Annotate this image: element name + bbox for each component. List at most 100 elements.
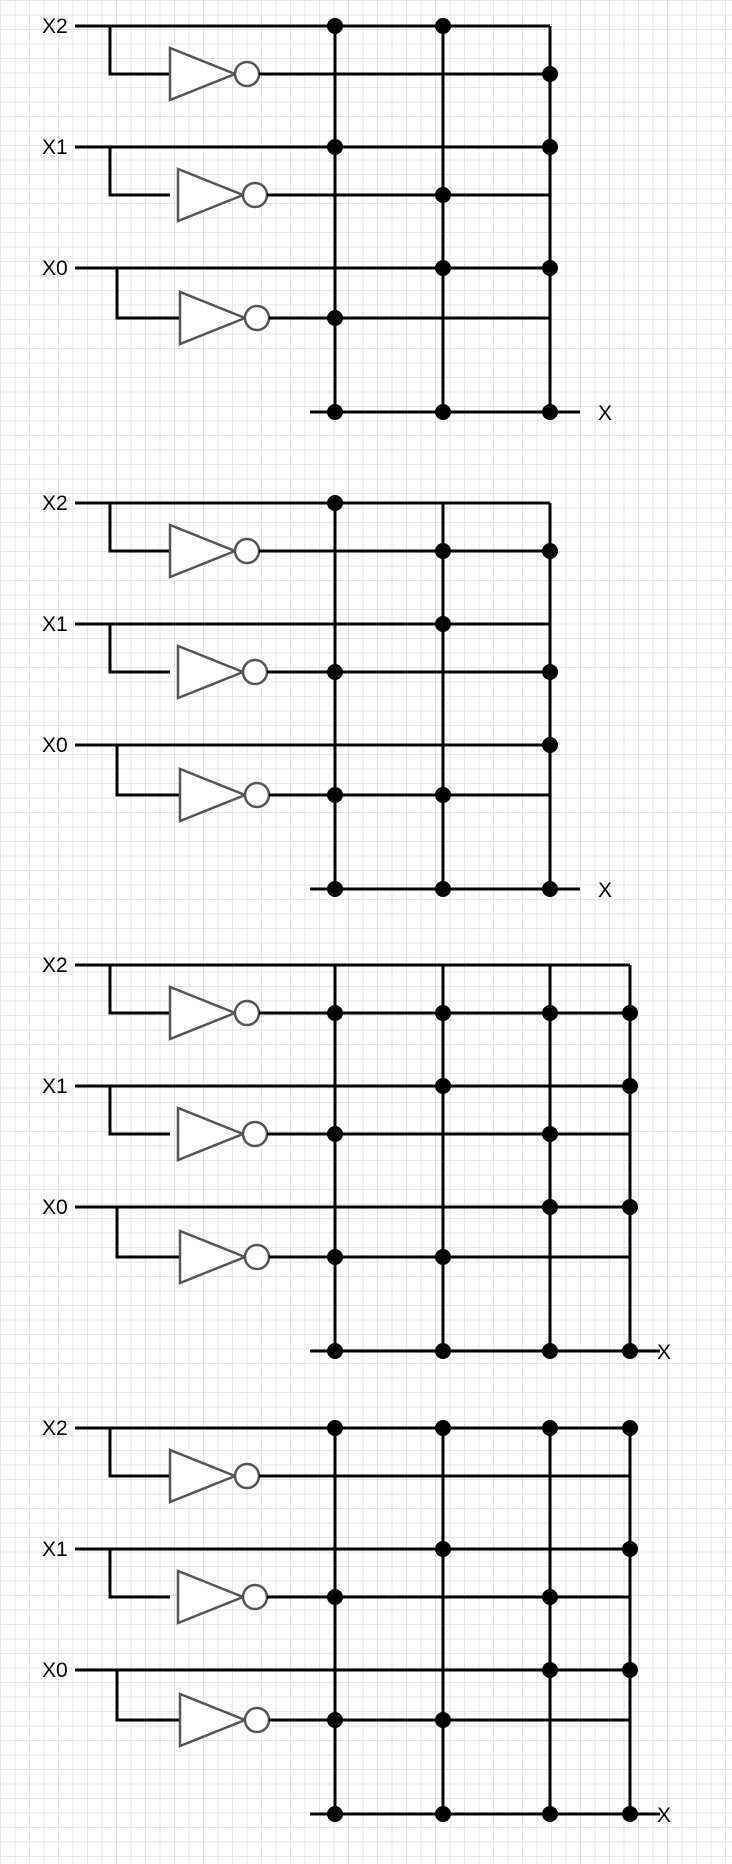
output-label: X <box>657 1341 671 1364</box>
not-gate-icon <box>178 1229 271 1285</box>
output-junction-dot <box>435 404 451 420</box>
connection-dot <box>327 1249 343 1265</box>
output-junction-dot <box>542 1806 558 1822</box>
connection-dot <box>327 1589 343 1605</box>
input-label: X1 <box>42 1075 68 1098</box>
connection-dot <box>622 1199 638 1215</box>
input-label: X2 <box>42 15 68 38</box>
output-junction-dot <box>327 1806 343 1822</box>
not-gate-icon <box>168 523 261 579</box>
output-junction-dot <box>622 1343 638 1359</box>
connection-dot <box>327 787 343 803</box>
output-label: X <box>657 1804 671 1827</box>
not-gate-icon <box>176 644 269 700</box>
connection-dot <box>327 1420 343 1436</box>
connection-dot <box>435 1712 451 1728</box>
connection-dot <box>542 260 558 276</box>
connection-dot <box>542 66 558 82</box>
inverter-branch-wire <box>108 1086 170 1136</box>
inverter-branch-wire <box>108 503 170 553</box>
input-label: X1 <box>42 1538 68 1561</box>
not-gate-icon <box>178 1692 271 1748</box>
input-label: X1 <box>42 136 68 159</box>
output-junction-dot <box>542 881 558 897</box>
connection-dot <box>327 1005 343 1021</box>
input-label: X1 <box>42 613 68 636</box>
not-gate-icon <box>168 985 261 1041</box>
connection-dot <box>435 18 451 34</box>
input-label: X0 <box>42 1196 68 1219</box>
output-label: X <box>598 879 612 902</box>
connection-dot <box>435 1005 451 1021</box>
not-gate-icon <box>168 1448 261 1504</box>
not-gate-icon <box>176 1106 269 1162</box>
inverter-branch-wire <box>115 1670 180 1722</box>
output-junction-dot <box>327 1343 343 1359</box>
inverter-branch-wire <box>115 268 180 320</box>
connection-dot <box>542 737 558 753</box>
input-label: X2 <box>42 1417 68 1440</box>
input-label: X0 <box>42 1659 68 1682</box>
not-gate-icon <box>176 1569 269 1625</box>
not-gate-icon <box>168 46 261 102</box>
input-label: X0 <box>42 734 68 757</box>
connection-dot <box>542 1420 558 1436</box>
connection-dot <box>435 1420 451 1436</box>
connection-dot <box>327 495 343 511</box>
connection-dot <box>327 1126 343 1142</box>
inverter-branch-wire <box>108 965 170 1015</box>
connection-dot <box>327 18 343 34</box>
circuit-panel: X2 X1 X0 X <box>42 954 671 1364</box>
connection-dot <box>542 664 558 680</box>
inverter-branch-wire <box>108 26 170 76</box>
connection-dot <box>435 260 451 276</box>
connection-dot <box>542 543 558 559</box>
connection-dot <box>542 1005 558 1021</box>
connection-dot <box>542 139 558 155</box>
inverter-branch-wire <box>108 1428 170 1478</box>
connection-dot <box>327 139 343 155</box>
connection-dot <box>435 1249 451 1265</box>
output-junction-dot <box>327 881 343 897</box>
not-gate-icon <box>178 290 271 346</box>
connection-dot <box>327 310 343 326</box>
output-junction-dot <box>435 881 451 897</box>
connection-dot <box>435 1078 451 1094</box>
inverter-branch-wire <box>108 147 170 197</box>
connection-dot <box>435 616 451 632</box>
connection-dot <box>542 1589 558 1605</box>
connection-dot <box>542 1199 558 1215</box>
input-label: X2 <box>42 492 68 515</box>
connection-dot <box>622 1078 638 1094</box>
connection-dot <box>435 787 451 803</box>
output-label: X <box>598 402 612 425</box>
inverter-branch-wire <box>115 745 180 797</box>
circuit-panel: X2 X1 X0 X <box>42 1417 671 1827</box>
connection-dot <box>435 187 451 203</box>
inverter-branch-wire <box>115 1207 180 1259</box>
output-junction-dot <box>542 1343 558 1359</box>
output-junction-dot <box>622 1806 638 1822</box>
connection-dot <box>327 1712 343 1728</box>
input-label: X0 <box>42 257 68 280</box>
circuit-panel: X2 X1 X0 X <box>42 15 612 425</box>
inverter-branch-wire <box>108 624 170 674</box>
connection-dot <box>327 664 343 680</box>
not-gate-icon <box>176 167 269 223</box>
connection-dot <box>435 543 451 559</box>
connection-dot <box>542 1126 558 1142</box>
not-gate-icon <box>178 767 271 823</box>
input-label: X2 <box>42 954 68 977</box>
connection-dot <box>622 1005 638 1021</box>
connection-dot <box>622 1662 638 1678</box>
connection-dot <box>542 1662 558 1678</box>
output-junction-dot <box>542 404 558 420</box>
output-junction-dot <box>435 1806 451 1822</box>
connection-dot <box>622 1541 638 1557</box>
circuit-panel: X2 X1 X0 X <box>42 492 612 902</box>
output-junction-dot <box>327 404 343 420</box>
inverter-branch-wire <box>108 1549 170 1599</box>
connection-dot <box>435 1541 451 1557</box>
connection-dot <box>622 1420 638 1436</box>
